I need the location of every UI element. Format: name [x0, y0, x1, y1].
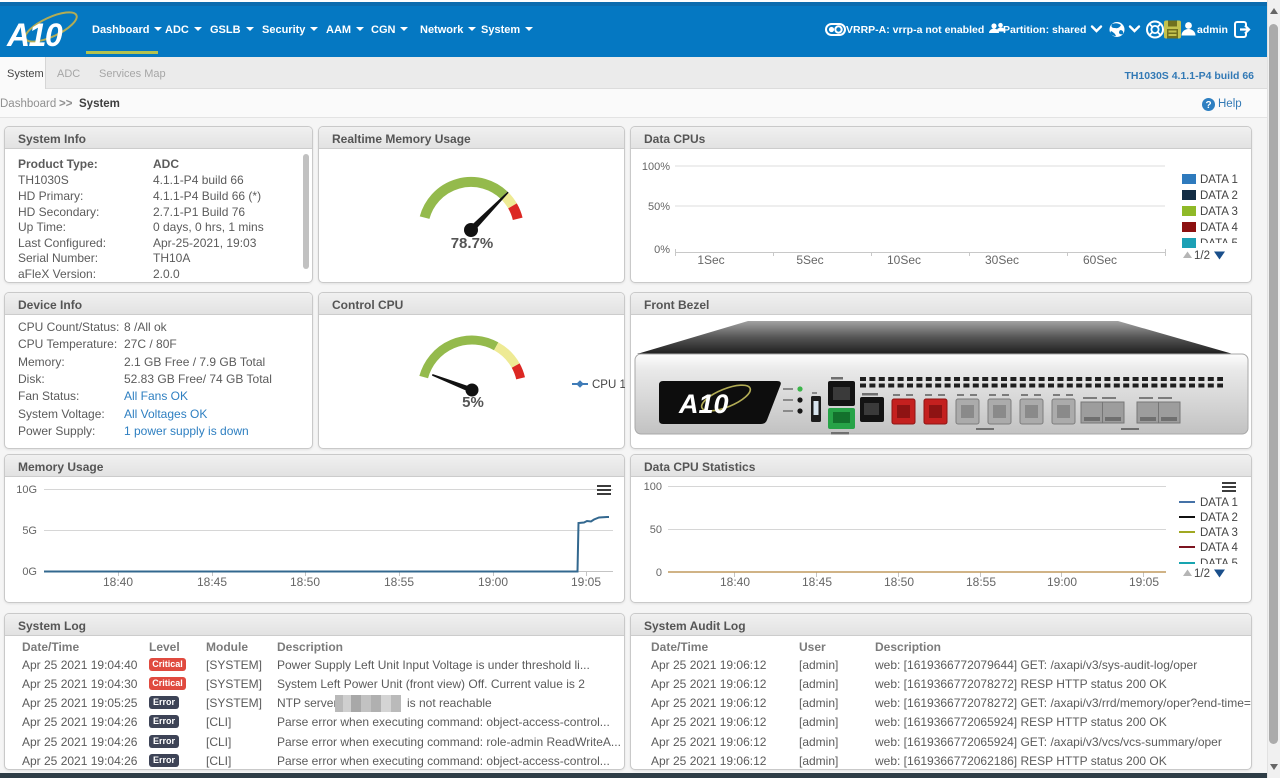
- svg-text:0G: 0G: [22, 566, 37, 578]
- svg-text:5%: 5%: [462, 394, 484, 411]
- svg-text:100%: 100%: [642, 161, 670, 173]
- svg-text:18:45: 18:45: [197, 575, 227, 589]
- svg-text:18:45: 18:45: [802, 575, 832, 589]
- svg-text:DATA 1: DATA 1: [1200, 174, 1238, 186]
- svg-text:18:40: 18:40: [720, 575, 750, 589]
- svg-text:5Sec: 5Sec: [796, 253, 823, 267]
- svg-text:DATA 1: DATA 1: [1200, 497, 1238, 509]
- svg-text:5G: 5G: [22, 525, 37, 537]
- svg-text:DATA 4: DATA 4: [1200, 222, 1239, 234]
- svg-text:18:50: 18:50: [290, 575, 320, 589]
- svg-text:0: 0: [656, 567, 662, 579]
- svg-text:60Sec: 60Sec: [1083, 253, 1117, 267]
- svg-text:78.7%: 78.7%: [451, 235, 494, 252]
- svg-text:18:50: 18:50: [884, 575, 914, 589]
- svg-text:19:05: 19:05: [571, 575, 601, 589]
- svg-text:DATA 3: DATA 3: [1200, 206, 1238, 218]
- svg-text:1/2: 1/2: [1194, 568, 1210, 580]
- svg-text:0%: 0%: [654, 244, 670, 256]
- svg-text:10Sec: 10Sec: [887, 253, 921, 267]
- svg-text:18:55: 18:55: [384, 575, 414, 589]
- svg-text:DATA 2: DATA 2: [1200, 190, 1238, 202]
- svg-text:A10: A10: [6, 17, 63, 53]
- svg-text:1Sec: 1Sec: [697, 253, 724, 267]
- svg-text:50%: 50%: [648, 201, 670, 213]
- svg-text:18:40: 18:40: [103, 575, 133, 589]
- svg-text:CPU 1: CPU 1: [592, 379, 625, 391]
- svg-text:DATA 2: DATA 2: [1200, 512, 1238, 524]
- svg-text:19:00: 19:00: [1047, 575, 1077, 589]
- svg-text:18:55: 18:55: [966, 575, 996, 589]
- svg-text:10G: 10G: [16, 484, 37, 496]
- svg-text:19:00: 19:00: [478, 575, 508, 589]
- svg-text:19:05: 19:05: [1129, 575, 1159, 589]
- svg-text:30Sec: 30Sec: [985, 253, 1019, 267]
- svg-text:100: 100: [644, 481, 662, 493]
- svg-text:50: 50: [650, 524, 662, 536]
- svg-text:A10: A10: [678, 389, 729, 419]
- svg-text:DATA 4: DATA 4: [1200, 542, 1239, 554]
- svg-text:DATA 3: DATA 3: [1200, 527, 1238, 539]
- svg-text:?: ?: [1205, 100, 1211, 111]
- svg-text:1/2: 1/2: [1194, 250, 1210, 262]
